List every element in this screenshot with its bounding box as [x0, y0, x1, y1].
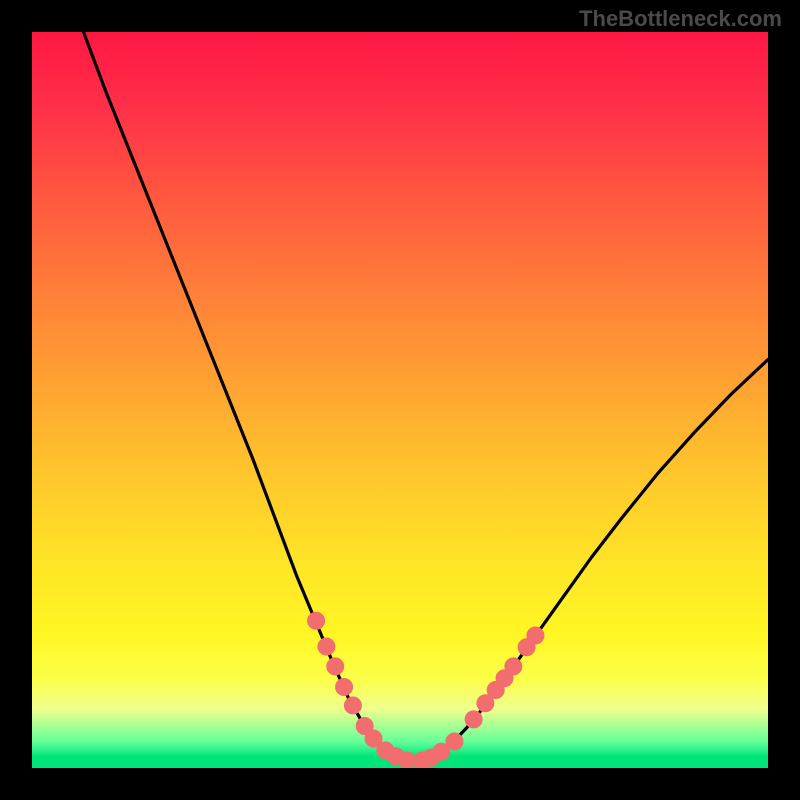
bottom-green-band	[32, 742, 768, 768]
plot-area	[32, 32, 768, 768]
chart-frame: TheBottleneck.com	[0, 0, 800, 800]
watermark-text: TheBottleneck.com	[579, 6, 782, 32]
gradient-background	[32, 32, 768, 768]
